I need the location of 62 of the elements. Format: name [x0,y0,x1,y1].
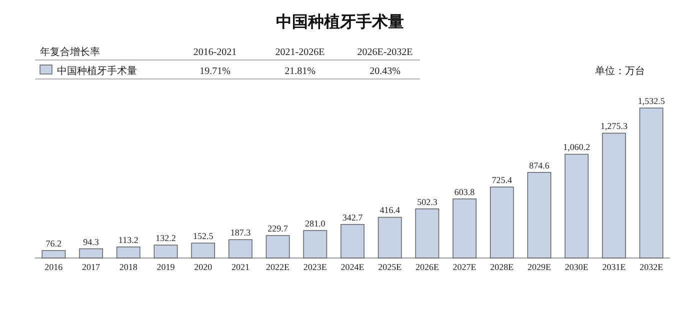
data-label: 1,275.3 [600,121,628,132]
x-tick-label: 2031E [602,262,626,272]
data-label: 281.0 [305,218,326,228]
x-tick-label: 2025E [378,262,402,272]
bar [602,132,626,258]
data-label: 1,060.2 [563,142,590,152]
bar [415,208,440,258]
text: 单位：万台 [595,65,645,77]
data-label: 94.3 [83,236,100,247]
data-label: 502.3 [417,196,438,207]
bar [266,235,290,258]
x-tick-label: 2021 [231,262,250,272]
x-tick-label: 2027E [452,262,477,272]
data-label: 342.7 [342,212,364,222]
bar [490,186,514,258]
bar [154,244,178,258]
x-tick-label: 2030E [564,262,589,272]
data-label: 187.3 [230,228,252,238]
bar [228,239,252,258]
data-label: 152.5 [192,231,214,242]
bar [340,224,364,258]
x-tick-label: 2032E [640,262,664,272]
x-tick-label: 2028E [490,262,514,272]
data-label: 874.6 [529,160,550,170]
text: 20.43% [370,66,400,77]
x-tick-label: 2019 [156,262,176,272]
bar [116,246,140,258]
chart-title: 中国种植牙手术量 [276,13,404,31]
text: 2016-2021 [193,47,237,58]
data-label: 725.4 [492,175,513,185]
bar [303,230,328,258]
text: 年复合增长率 [40,46,100,58]
bar [639,108,664,258]
bar [564,154,589,258]
x-tick-label: 2026E [415,262,440,272]
x-tick-label: 2017 [82,262,101,272]
data-label: 1,532.5 [638,96,666,106]
x-tick-label: 2016 [44,262,64,272]
bar [378,216,402,258]
data-label: 113.2 [118,234,138,245]
bar [527,172,552,258]
x-tick-label: 2024E [340,262,365,272]
text: 21.81% [284,66,316,77]
data-label: 229.7 [268,224,288,234]
x-tick-label: 2029E [528,262,552,272]
x-tick-label: 2018 [119,262,138,272]
data-label: 76.2 [46,238,62,249]
data-label: 603.8 [454,186,476,197]
bar [191,242,216,258]
x-tick-label: 2022E [266,262,290,272]
text: 19.71% [200,66,230,77]
data-label: 132.2 [156,233,176,244]
bar [79,248,103,258]
text: 2026E-2032E [357,47,413,58]
x-tick-label: 2020 [194,262,213,272]
bar [42,250,66,258]
bar [452,198,476,258]
x-tick-label: 2023E [303,262,328,272]
data-label: 416.4 [380,205,400,216]
text: 2021-2026E [275,47,325,58]
legend-label: 中国种植牙手术量 [57,65,137,77]
legend: 中国种植牙手术量 [40,64,137,77]
